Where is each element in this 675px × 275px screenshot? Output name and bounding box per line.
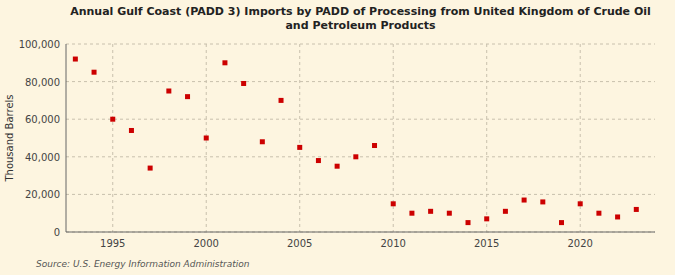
point [316, 158, 321, 163]
y-tick-label: 100,000 [19, 39, 60, 50]
point [559, 220, 564, 225]
point [279, 98, 284, 103]
grid-line [66, 232, 655, 233]
title-line: and Petroleum Products [285, 19, 436, 32]
points [73, 57, 639, 226]
background [0, 0, 675, 275]
y-tick-label: 0 [54, 227, 60, 238]
grid-line [486, 44, 487, 232]
grid-line [66, 119, 655, 120]
point [578, 201, 583, 206]
x-tick-label: 2015 [474, 238, 499, 249]
grid-line [112, 44, 113, 232]
x-tick-label: 1995 [100, 238, 125, 249]
point [129, 128, 134, 133]
x-tick-label: 2010 [380, 238, 405, 249]
point [503, 209, 508, 214]
point [222, 60, 227, 65]
x-tick-label: 2020 [567, 238, 592, 249]
point [335, 164, 340, 169]
point [540, 199, 545, 204]
y-tick-label: 60,000 [25, 114, 60, 125]
grid-line [66, 194, 655, 195]
grid-line [66, 44, 655, 45]
point [353, 154, 358, 159]
point [260, 139, 265, 144]
point [110, 117, 115, 122]
point [596, 211, 601, 216]
point [466, 220, 471, 225]
point [92, 70, 97, 75]
point [166, 89, 171, 94]
annotation: Source: U.S. Energy Information Administ… [36, 259, 250, 269]
point [447, 211, 452, 216]
y-tick-label: 40,000 [25, 152, 60, 163]
point [204, 136, 209, 141]
point [428, 209, 433, 214]
title: Annual Gulf Coast (PADD 3) Imports by PA… [70, 5, 651, 32]
point [241, 81, 246, 86]
point [615, 214, 620, 219]
point [148, 166, 153, 171]
y-tick-label: 80,000 [25, 77, 60, 88]
grid-line [66, 156, 655, 157]
grid-line [66, 81, 655, 82]
title-line: Annual Gulf Coast (PADD 3) Imports by PA… [70, 5, 651, 18]
point [297, 145, 302, 150]
grid-line [299, 44, 300, 232]
point [185, 94, 190, 99]
point [634, 207, 639, 212]
x-tick-label: 2000 [194, 238, 219, 249]
y-axis [66, 44, 67, 232]
point [73, 57, 78, 62]
point [484, 216, 489, 221]
y-tick-label: 20,000 [25, 189, 60, 200]
x-axis [66, 232, 655, 233]
point [372, 143, 377, 148]
chart: Annual Gulf Coast (PADD 3) Imports by PA… [0, 0, 675, 275]
x-tick-label: 2005 [287, 238, 312, 249]
point [522, 198, 527, 203]
point [409, 211, 414, 216]
point [391, 201, 396, 206]
y-axis-label: Thousand Barrels [4, 94, 15, 182]
